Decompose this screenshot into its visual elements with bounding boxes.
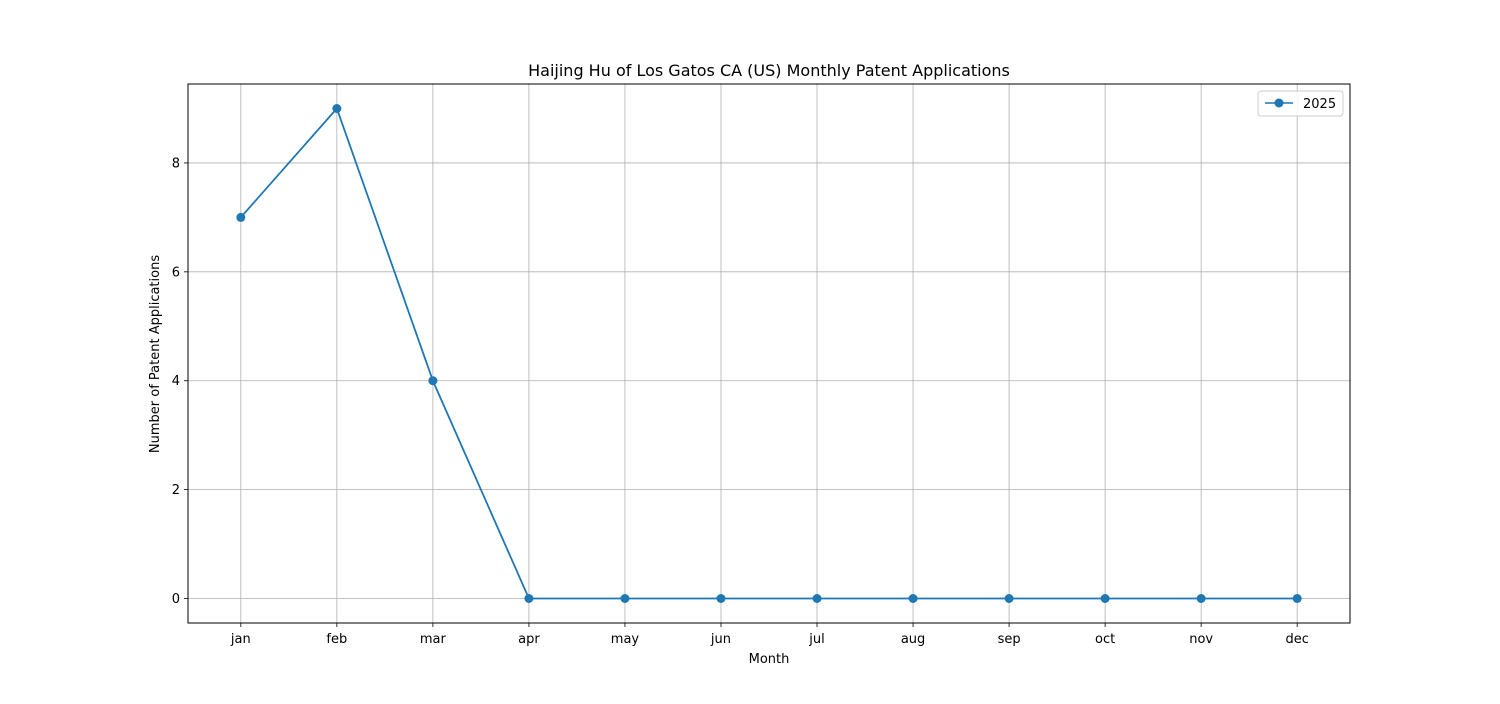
x-axis-ticks: jan feb mar apr may jun jul aug sep oct nov dec: [230, 623, 1309, 647]
x-tick-label: apr: [518, 632, 540, 647]
data-point-feb: [332, 104, 341, 113]
y-axis-label: Number of Patent Applications: [148, 255, 163, 453]
data-point-mar: [428, 376, 437, 385]
plot-area-frame: [188, 84, 1350, 623]
legend: 2025: [1258, 91, 1343, 116]
data-point-jun: [716, 594, 725, 603]
x-axis-label: Month: [749, 652, 790, 667]
x-tick-label: may: [611, 632, 640, 647]
y-tick-label: 6: [172, 265, 180, 280]
chart-title: Haijing Hu of Los Gatos CA (US) Monthly …: [528, 61, 1010, 80]
x-tick-label: sep: [998, 632, 1021, 647]
data-point-sep: [1005, 594, 1014, 603]
legend-marker-swatch: [1275, 99, 1284, 108]
data-point-oct: [1101, 594, 1110, 603]
x-tick-label: dec: [1285, 632, 1308, 647]
x-tick-label: aug: [901, 632, 925, 647]
data-point-jul: [813, 594, 822, 603]
x-tick-label: feb: [326, 632, 347, 647]
data-point-nov: [1197, 594, 1206, 603]
y-tick-label: 8: [172, 156, 180, 171]
legend-label-2025: 2025: [1303, 97, 1336, 112]
data-point-aug: [909, 594, 918, 603]
data-point-apr: [524, 594, 533, 603]
x-tick-label: jan: [230, 632, 251, 647]
grid-lines: [188, 84, 1350, 623]
y-axis-ticks: 0 2 4 6 8: [172, 156, 188, 607]
x-tick-label: nov: [1189, 632, 1213, 647]
data-point-dec: [1293, 594, 1302, 603]
data-point-may: [620, 594, 629, 603]
data-point-jan: [236, 213, 245, 222]
x-tick-label: jul: [808, 632, 824, 647]
series-line-2025: [241, 109, 1297, 599]
x-tick-label: jun: [710, 632, 731, 647]
series-layer: [236, 104, 1301, 603]
y-tick-label: 2: [172, 483, 180, 498]
y-tick-label: 4: [172, 374, 180, 389]
y-tick-label: 0: [172, 592, 180, 607]
x-tick-label: oct: [1095, 632, 1115, 647]
x-tick-label: mar: [420, 632, 447, 647]
